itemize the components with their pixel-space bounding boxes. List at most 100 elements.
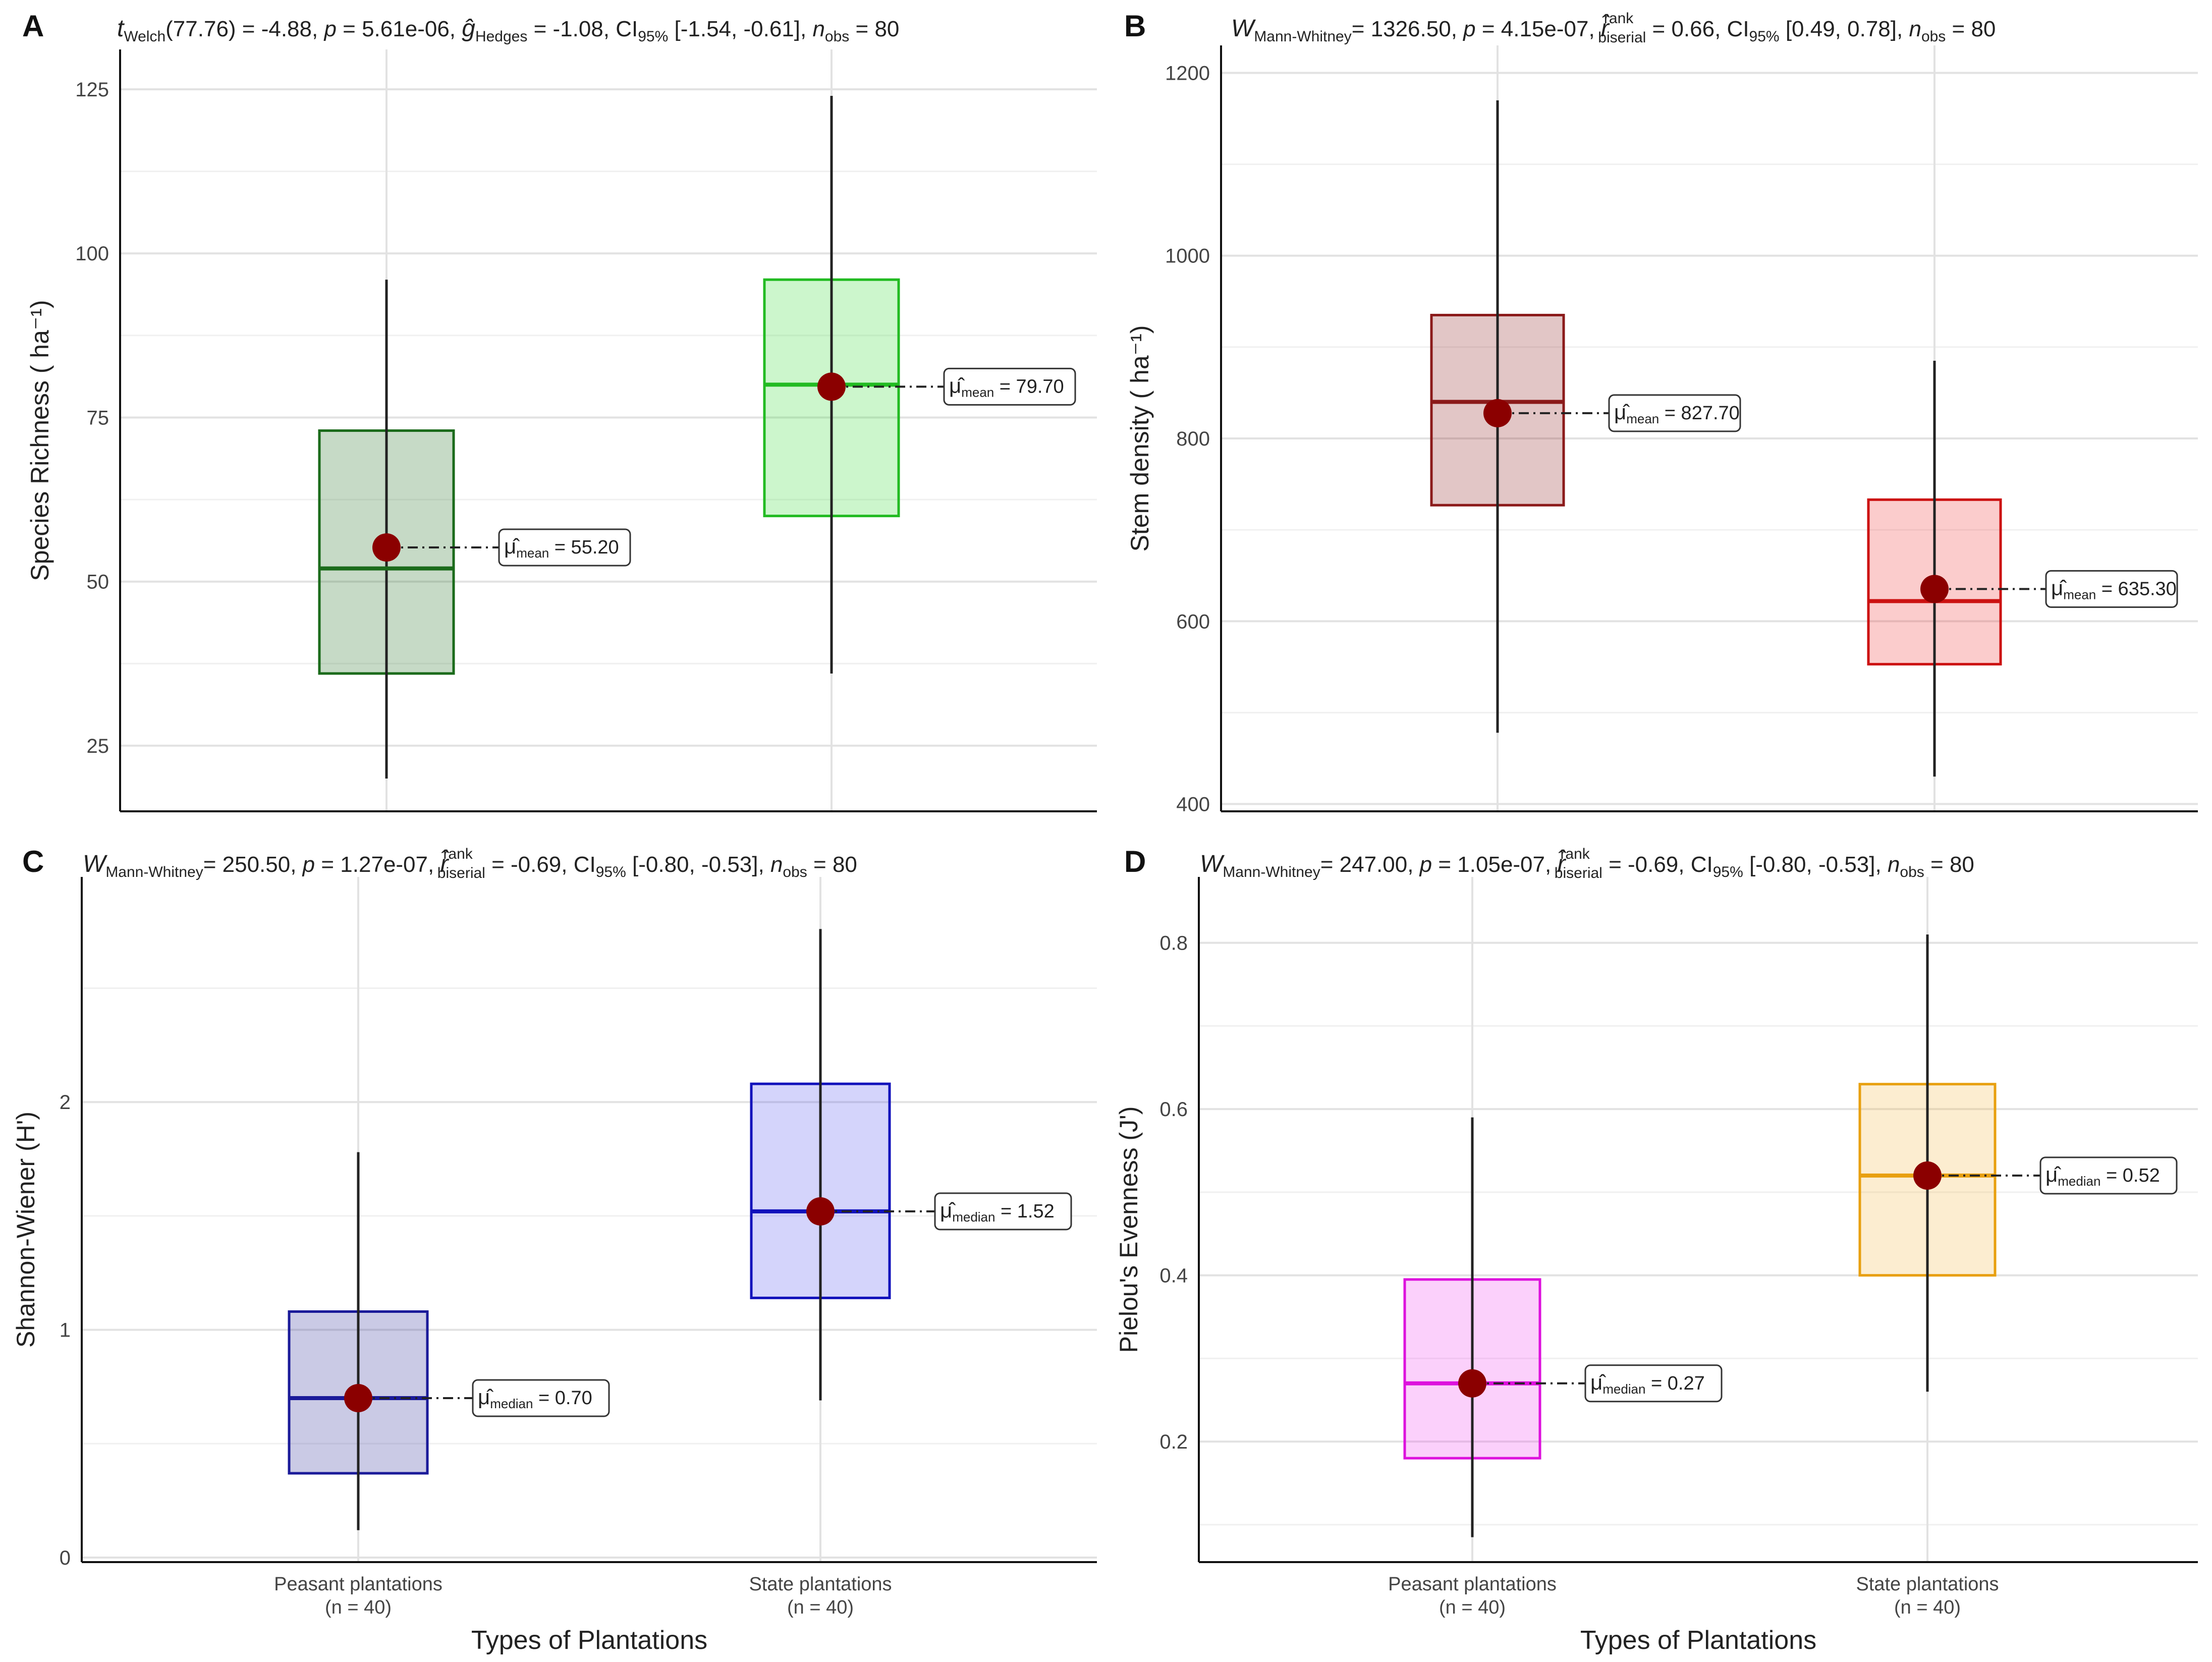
panel-b: 400 600 800 1000 1200 Stem density ( ha⁻¹) B WM…: [1124, 9, 2198, 816]
center-label-sub: mean: [961, 384, 994, 400]
box-group: μ̂median = 0.52: [1858, 934, 2178, 1392]
y-tick-label: 2: [60, 1091, 71, 1114]
center-point: [1913, 1161, 1942, 1190]
nobs-value: = 80: [1946, 17, 1996, 41]
ci-value: [0.49, 0.78],: [1780, 17, 1909, 41]
center-label-sub: mean: [2063, 587, 2096, 602]
nobs-symbol: n: [770, 852, 783, 877]
y-tick-label: 800: [1176, 428, 1210, 450]
p-value: = 4.15e-07,: [1476, 17, 1601, 41]
center-label-sub: median: [1602, 1381, 1645, 1397]
center-label-box: [498, 528, 631, 567]
center-point: [1458, 1369, 1486, 1398]
center-label-value: = 0.27: [1645, 1373, 1704, 1394]
test-stat-subscript: Welch: [124, 28, 165, 45]
ci-value: [-0.80, -0.53],: [626, 852, 770, 877]
x-tick-count: (n = 40): [1439, 1597, 1506, 1618]
test-stat-symbol: t: [117, 15, 125, 42]
p-value: = 1.05e-07,: [1432, 852, 1557, 877]
center-label-sub: median: [2058, 1174, 2100, 1189]
center-label-box: [472, 1379, 610, 1417]
center-label-sub: median: [490, 1396, 533, 1411]
p-symbol: p: [323, 17, 336, 41]
effect-superscript: rank: [1560, 846, 1590, 862]
center-label-box: [943, 367, 1076, 406]
x-tick-count: (n = 40): [1894, 1597, 1961, 1618]
y-axis-label: Stem density ( ha⁻¹): [1126, 325, 1154, 552]
center-label-text: μ̂median = 0.27: [1590, 1370, 1705, 1397]
x-tick-label: Peasant plantations: [274, 1574, 443, 1595]
box-group: μ̂mean = 827.70: [1430, 100, 1741, 733]
effect-symbol: r̂: [440, 850, 449, 877]
test-stat-value: = 1326.50,: [1352, 17, 1463, 41]
p-symbol: p: [302, 852, 315, 877]
center-label-box: [1608, 394, 1741, 432]
box-group: μ̂median = 0.27: [1403, 1117, 1723, 1537]
ci-subscript: 95%: [1713, 864, 1743, 880]
panel-letter: B: [1124, 9, 1146, 43]
nobs-symbol: n: [812, 17, 824, 41]
x-tick-count: (n = 40): [325, 1597, 392, 1618]
p-symbol: p: [1462, 17, 1475, 41]
panel-letter: C: [22, 845, 44, 878]
center-label-value: = 827.70: [1659, 403, 1740, 424]
y-tick-label: 1: [60, 1319, 71, 1342]
center-label-text: μ̂mean = 55.20: [504, 534, 619, 561]
y-axis-label: Species Richness ( ha⁻¹): [26, 300, 54, 581]
ci-value: [-0.80, -0.53],: [1743, 852, 1888, 877]
center-label-sub: mean: [516, 545, 549, 561]
p-symbol: p: [1419, 852, 1432, 877]
y-tick-label: 75: [87, 407, 109, 429]
center-label-text: μ̂median = 1.52: [940, 1198, 1055, 1225]
y-axis-label: Pielou's Evenness (J'): [1115, 1106, 1143, 1353]
effect-symbol: r̂: [1557, 850, 1566, 877]
y-tick-label: 0: [60, 1547, 71, 1569]
nobs-value: = 80: [849, 17, 899, 41]
ci-subscript: 95%: [1749, 28, 1780, 45]
stats-subtitle: WMann-Whitney= 1326.50, p = 4.15e-07, r̂…: [1231, 10, 1996, 46]
y-tick-label: 0.2: [1159, 1431, 1188, 1453]
center-label-text: μ̂mean = 827.70: [1614, 400, 1740, 426]
x-axis-title: Types of Plantations: [471, 1626, 707, 1655]
effect-value: = -0.69,: [485, 852, 574, 877]
center-label-value: = 635.30: [2096, 578, 2177, 599]
effect-symbol: ĝ: [462, 15, 475, 42]
p-value: = 5.61e-06,: [337, 17, 462, 41]
y-tick-label: 400: [1176, 794, 1210, 816]
x-tick-label: Peasant plantations: [1388, 1574, 1557, 1595]
stats-subtitle: WMann-Whitney= 250.50, p = 1.27e-07, r̂r…: [83, 846, 857, 881]
effect-value: = -0.69,: [1602, 852, 1691, 877]
box-group: μ̂mean = 55.20: [318, 280, 631, 779]
effect-subscript: biserial: [437, 865, 485, 881]
center-label-sub: mean: [1626, 411, 1659, 426]
nobs-symbol: n: [1888, 852, 1900, 877]
y-tick-label: 50: [87, 571, 109, 593]
effect-value: = 0.66,: [1646, 17, 1727, 41]
center-label-box: [934, 1192, 1072, 1231]
test-stat-value: = 250.50,: [203, 852, 303, 877]
x-tick-count: (n = 40): [787, 1597, 854, 1618]
center-label-sub: median: [952, 1209, 995, 1225]
effect-superscript: rank: [443, 846, 473, 862]
panel-letter: D: [1124, 845, 1146, 878]
center-label-value: = 55.20: [549, 537, 619, 558]
test-stat-subscript: Mann-Whitney: [105, 864, 203, 880]
center-point: [1920, 575, 1949, 603]
y-tick-label: 0.8: [1159, 932, 1188, 955]
y-tick-label: 25: [87, 735, 109, 757]
nobs-subscript: obs: [1921, 28, 1946, 45]
test-stat-value: (77.76) = -4.88,: [165, 17, 324, 41]
center-label-text: μ̂median = 0.52: [2045, 1162, 2160, 1189]
y-axis-label: Shannon-Wiener (H'): [12, 1112, 40, 1348]
y-tick-label: 125: [75, 79, 109, 101]
center-point: [817, 372, 846, 401]
y-tick-label: 1200: [1165, 62, 1210, 84]
x-tick-label: State plantations: [749, 1574, 892, 1595]
center-point: [372, 533, 401, 562]
center-point: [1483, 399, 1512, 427]
center-label-box: [2045, 570, 2178, 608]
y-tick-label: 0.4: [1159, 1265, 1188, 1287]
nobs-subscript: obs: [783, 864, 807, 880]
nobs-value: = 80: [807, 852, 857, 877]
